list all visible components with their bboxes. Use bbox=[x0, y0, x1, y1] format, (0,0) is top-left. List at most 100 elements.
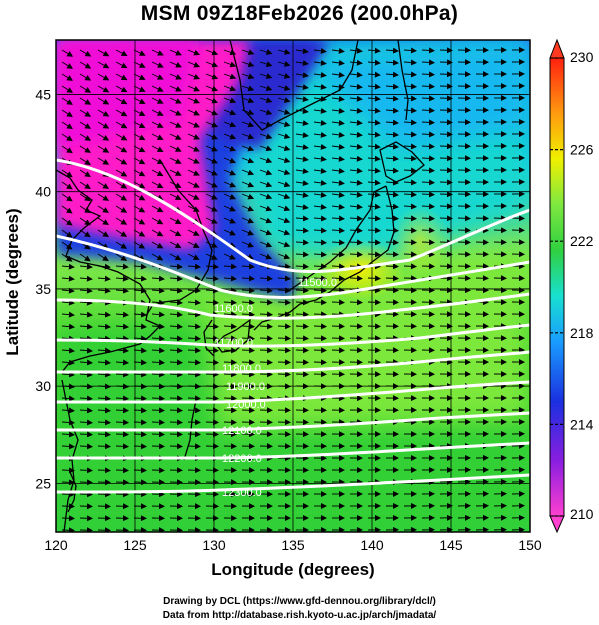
wind-arrow bbox=[205, 49, 219, 56]
wind-arrow bbox=[367, 47, 381, 54]
wind-arrow bbox=[385, 263, 399, 270]
wind-arrow bbox=[259, 359, 273, 366]
wind-arrow bbox=[277, 229, 291, 236]
wind-arrow bbox=[385, 107, 399, 114]
wind-arrow bbox=[313, 239, 327, 246]
wind-arrow bbox=[169, 97, 182, 104]
wind-arrow bbox=[403, 143, 417, 150]
wind-arrow bbox=[313, 359, 327, 366]
wind-arrow bbox=[97, 145, 110, 153]
wind-arrow bbox=[331, 275, 345, 282]
wind-arrow bbox=[331, 227, 345, 234]
x-tick-label: 150 bbox=[518, 537, 542, 553]
wind-arrow bbox=[97, 383, 111, 390]
wind-arrow bbox=[403, 275, 417, 282]
wind-arrow bbox=[367, 203, 381, 210]
wind-arrow bbox=[133, 193, 146, 201]
wind-arrow bbox=[61, 503, 75, 510]
wind-arrow bbox=[421, 95, 435, 102]
wind-arrow bbox=[403, 131, 417, 138]
wind-arrow bbox=[205, 205, 218, 212]
wind-arrow bbox=[421, 263, 435, 270]
wind-arrow bbox=[241, 275, 255, 282]
wind-arrow bbox=[79, 133, 92, 141]
wind-arrow bbox=[205, 193, 218, 200]
wind-arrow bbox=[331, 203, 345, 210]
wind-arrow bbox=[259, 109, 273, 116]
wind-arrow bbox=[79, 217, 91, 226]
wind-arrow bbox=[223, 97, 237, 104]
wind-arrow bbox=[133, 109, 146, 116]
wind-arrow bbox=[421, 227, 435, 234]
contour-label: 12000.0 bbox=[226, 399, 266, 411]
wind-arrow bbox=[241, 287, 255, 294]
wind-arrow bbox=[277, 263, 291, 270]
wind-arrow bbox=[475, 239, 489, 246]
wind-arrow bbox=[331, 107, 345, 114]
wind-arrow bbox=[421, 239, 435, 246]
wind-arrow bbox=[151, 407, 165, 414]
wind-arrow bbox=[79, 479, 93, 486]
wind-arrow bbox=[61, 133, 73, 142]
wind-arrow bbox=[223, 217, 236, 224]
wind-arrow bbox=[61, 169, 73, 178]
wind-arrow bbox=[241, 347, 255, 354]
wind-arrow bbox=[313, 215, 327, 222]
wind-arrow bbox=[169, 169, 182, 176]
wind-arrow bbox=[439, 203, 453, 210]
contour-label: 11900.0 bbox=[226, 381, 265, 393]
wind-arrow bbox=[187, 287, 201, 294]
wind-arrow bbox=[259, 253, 273, 260]
wind-arrow bbox=[133, 323, 147, 330]
wind-arrow bbox=[115, 359, 129, 366]
wind-arrow bbox=[511, 215, 525, 222]
wind-arrow bbox=[115, 97, 128, 105]
wind-arrow bbox=[385, 155, 399, 162]
wind-arrow bbox=[277, 347, 291, 354]
wind-arrow bbox=[133, 121, 146, 129]
x-tick-label: 130 bbox=[202, 537, 226, 553]
wind-arrow bbox=[79, 467, 93, 474]
wind-arrow bbox=[367, 59, 381, 66]
wind-arrow bbox=[331, 47, 345, 54]
wind-arrow bbox=[205, 97, 219, 104]
wind-arrow bbox=[241, 181, 255, 188]
wind-arrow bbox=[313, 323, 327, 330]
wind-arrow bbox=[439, 107, 453, 114]
wind-arrow bbox=[205, 85, 219, 92]
wind-arrow bbox=[421, 143, 435, 150]
wind-arrow bbox=[187, 311, 201, 318]
wind-arrow bbox=[241, 121, 255, 128]
wind-arrow bbox=[79, 49, 92, 57]
wind-arrow bbox=[493, 227, 507, 234]
wind-arrow bbox=[241, 97, 255, 104]
wind-arrow bbox=[187, 419, 201, 426]
wind-arrow bbox=[349, 59, 363, 66]
wind-arrow bbox=[295, 96, 309, 103]
wind-arrow bbox=[223, 299, 237, 306]
wind-arrow bbox=[295, 204, 309, 211]
wind-arrow bbox=[61, 109, 73, 118]
wind-arrow bbox=[61, 287, 75, 294]
wind-arrow bbox=[97, 217, 109, 226]
wind-arrow bbox=[151, 217, 164, 225]
wind-arrow bbox=[151, 335, 165, 342]
wind-arrow bbox=[61, 431, 75, 438]
y-tick-label: 35 bbox=[35, 281, 51, 297]
wind-arrow bbox=[367, 239, 381, 246]
y-axis-label: Latitude (degrees) bbox=[3, 208, 22, 356]
wind-arrow bbox=[223, 395, 237, 402]
wind-arrow bbox=[277, 335, 291, 342]
wind-arrow bbox=[169, 275, 183, 282]
wind-arrow bbox=[223, 133, 237, 140]
wind-arrow bbox=[133, 395, 147, 402]
map-title: MSM 09Z18Feb2026 (200.0hPa) bbox=[140, 2, 459, 25]
wind-arrow bbox=[313, 347, 327, 354]
wind-arrow bbox=[385, 227, 399, 234]
wind-arrow bbox=[151, 97, 164, 104]
wind-arrow bbox=[151, 359, 165, 366]
y-tick-label: 45 bbox=[35, 86, 51, 102]
wind-arrow bbox=[79, 491, 93, 498]
wind-arrow bbox=[439, 155, 453, 162]
wind-arrow bbox=[169, 157, 182, 164]
